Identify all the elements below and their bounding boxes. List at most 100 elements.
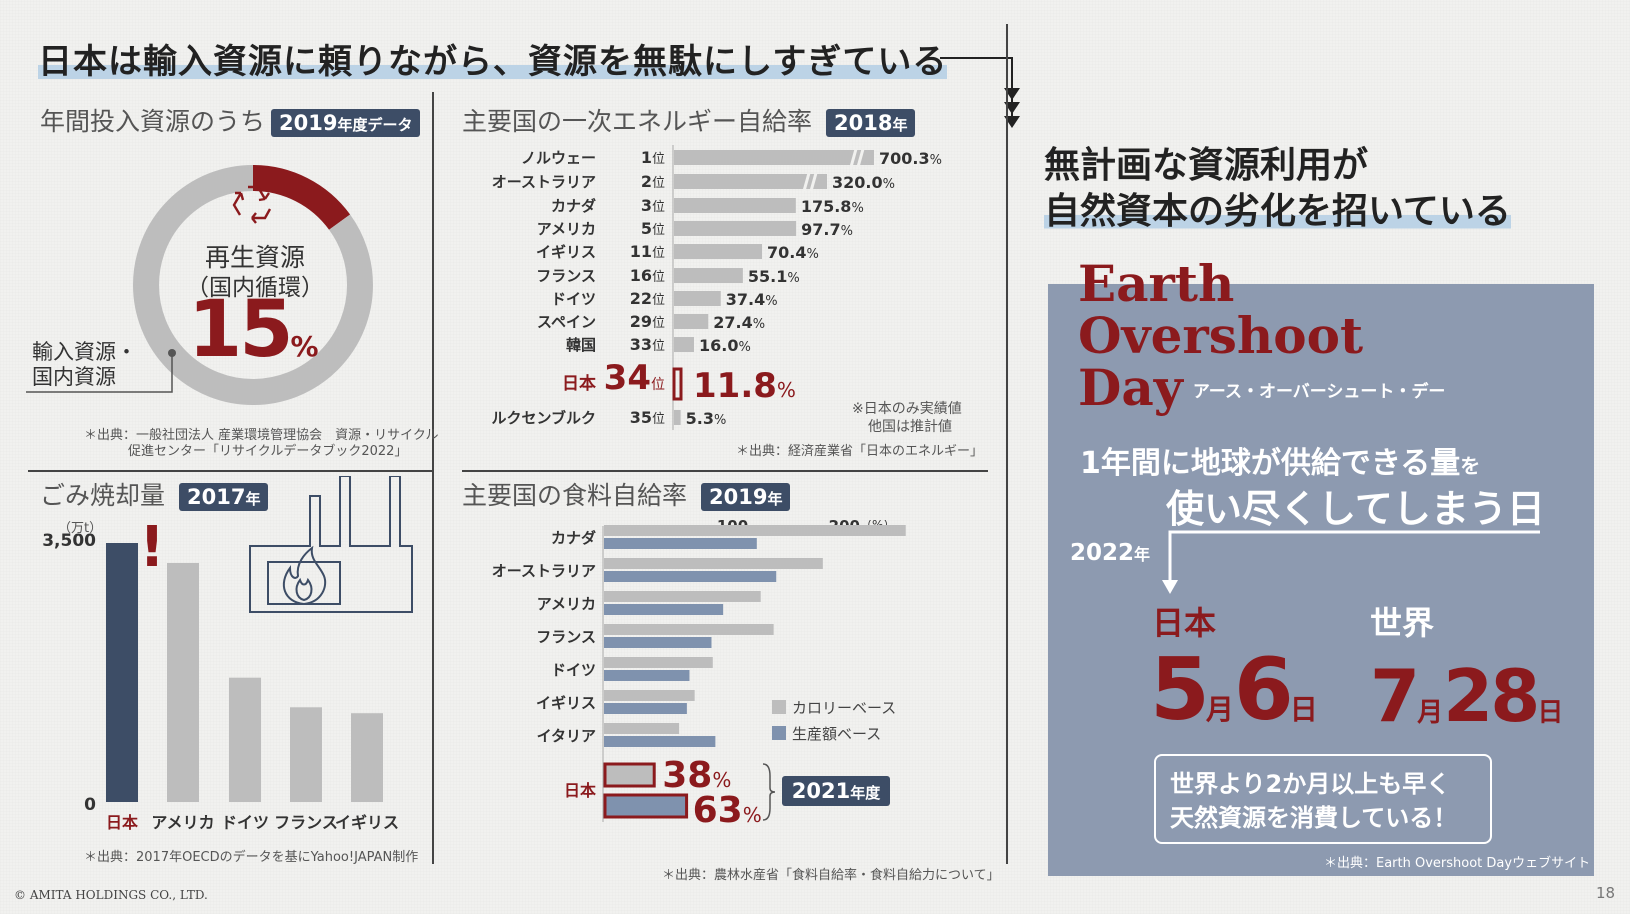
energy-rank-label: 1位	[641, 148, 665, 167]
food-country-label: イタリア	[537, 727, 596, 745]
food-bar-japan-production	[603, 793, 689, 819]
divider-right	[1006, 24, 1008, 864]
energy-bar	[674, 174, 827, 189]
food-japan-calorie-value: 38%	[662, 755, 731, 796]
energy-source: ＊出典：経済産業省「日本のエネルギー」	[736, 444, 984, 459]
energy-country-label: アメリカ	[537, 220, 596, 238]
energy-value-label: 11.8%	[693, 366, 796, 406]
incineration-ytick-zero: 0	[84, 795, 96, 815]
eod-message-2: 天然資源を消費している！	[1170, 804, 1458, 832]
energy-country-label: ルクセンブルク	[491, 409, 596, 427]
energy-rank-label: 35位	[630, 408, 665, 427]
divider-left	[432, 92, 434, 864]
food-bar-production	[604, 736, 716, 747]
energy-rank-label: 11位	[630, 242, 665, 261]
food-country-label: オーストラリア	[492, 562, 596, 580]
connector-arrow-icon	[940, 57, 1020, 128]
food-bar-production	[604, 604, 724, 615]
energy-rank-label: 22位	[630, 289, 665, 308]
food-bar-production	[604, 571, 777, 582]
incineration-bar	[167, 562, 199, 802]
energy-self-sufficiency-chart: ノルウェー 1位 700.3% オーストラリア 2位 320.0% カナダ 3位 175.8% ア…	[491, 145, 942, 430]
energy-value-label: 37.4%	[726, 290, 778, 309]
food-country-label: イギリス	[536, 694, 596, 712]
energy-country-label: 日本	[562, 373, 596, 394]
incineration-category-label: フランス	[274, 813, 338, 832]
donut-slice-other	[133, 165, 373, 405]
energy-value-label: 55.1%	[748, 267, 800, 286]
food-source: ＊出典：農林水産省「食料自給率・食料自給力について」	[662, 868, 1000, 883]
energy-bar	[674, 337, 694, 352]
incineration-unit-label: （万t）	[58, 521, 102, 536]
eod-world-label: 世界	[1370, 604, 1435, 642]
eod-description-2: 使い尽くしてしまう日	[1166, 487, 1545, 531]
eod-year-arrow-icon	[1162, 530, 1540, 594]
food-country-label: カナダ	[551, 529, 596, 547]
food-self-sufficiency-chart: 100200（%）カナダオーストラリアアメリカフランスドイツイギリスイタリア日本…	[492, 520, 906, 831]
energy-bar-japan	[672, 367, 683, 401]
factory-fire-icon	[249, 476, 413, 613]
energy-bar	[674, 150, 874, 165]
recycle-source-1: ＊出典：一般社団法人 産業環境管理協会 資源・リサイクル	[84, 428, 439, 443]
energy-bar	[674, 268, 743, 283]
recycle-icon	[232, 185, 272, 224]
energy-bar	[674, 291, 721, 306]
energy-value-label: 16.0%	[699, 336, 751, 355]
eod-source: ＊出典：Earth Overshoot Dayウェブサイト	[1324, 856, 1591, 871]
recycle-donut-chart	[133, 165, 373, 405]
food-bar-calorie	[604, 624, 774, 635]
food-legend-calorie: カロリーベース	[792, 699, 896, 717]
recycle-value: 15%	[188, 285, 319, 375]
energy-country-label: カナダ	[551, 197, 596, 215]
energy-bar	[674, 198, 796, 213]
incineration-category-label: アメリカ	[151, 813, 214, 832]
energy-rank-label: 34位	[604, 358, 665, 398]
food-country-label: ドイツ	[551, 661, 596, 679]
energy-tag: 2018年	[826, 109, 916, 137]
food-country-label: フランス	[536, 628, 596, 646]
incineration-exclaim: !	[139, 520, 165, 580]
food-legend-production-swatch	[772, 726, 786, 740]
energy-rank-label: 29位	[630, 312, 665, 331]
food-japan-label: 日本	[564, 781, 596, 800]
energy-bar	[674, 244, 762, 259]
food-bar-calorie	[604, 558, 823, 569]
main-title: 日本は輸入資源に頼りながら、資源を無駄にしすぎている	[38, 42, 948, 82]
eod-year: 2022年	[1070, 540, 1151, 566]
incineration-title: ごみ焼却量 2017年	[40, 476, 269, 512]
recycle-title: 年間投入資源のうち 2019年度データ	[40, 102, 421, 138]
food-bar-production	[604, 670, 690, 681]
food-bar-calorie	[604, 690, 695, 701]
incineration-category-label: イギリス	[335, 813, 399, 832]
eod-message-box	[1154, 754, 1492, 844]
incineration-ytick-top: 3,500	[42, 531, 96, 551]
energy-country-label: スペイン	[537, 313, 596, 331]
eod-description-1: 1年間に地球が供給できる量を	[1080, 446, 1481, 481]
food-legend-production: 生産額ベース	[792, 725, 881, 743]
food-legend-calorie-swatch	[772, 700, 786, 714]
incineration-category-label: 日本	[106, 813, 138, 832]
energy-note-2: 他国は推計値	[868, 419, 952, 435]
energy-bar	[674, 221, 797, 236]
energy-bar	[674, 410, 681, 425]
food-japan-brace	[762, 763, 776, 821]
eod-message-1: 世界より2か月以上も早く	[1170, 770, 1451, 798]
energy-axis-break	[802, 172, 818, 192]
energy-value-label: 175.8%	[801, 197, 864, 216]
page-number: 18	[1596, 884, 1616, 902]
energy-value-label: 5.3%	[686, 409, 727, 428]
energy-note-1: ※日本のみ実績値	[852, 401, 962, 417]
energy-rank-label: 3位	[641, 196, 665, 215]
energy-value-label: 27.4%	[713, 313, 765, 332]
incineration-bar	[106, 543, 138, 802]
energy-value-label: 70.4%	[767, 243, 819, 262]
food-bar-calorie	[604, 591, 761, 602]
energy-country-label: ノルウェー	[521, 149, 596, 167]
eod-world-date: 7月28日	[1370, 654, 1564, 738]
recycle-sublabel: （国内循環）	[186, 275, 324, 301]
right-heading-1: 無計画な資源利用が	[1044, 145, 1369, 186]
right-heading-2: 自然資本の劣化を招いている	[1044, 191, 1511, 232]
copyright: © AMITA HOLDINGS CO., LTD.	[14, 888, 208, 902]
recycle-tag: 2019年度データ	[271, 109, 421, 137]
